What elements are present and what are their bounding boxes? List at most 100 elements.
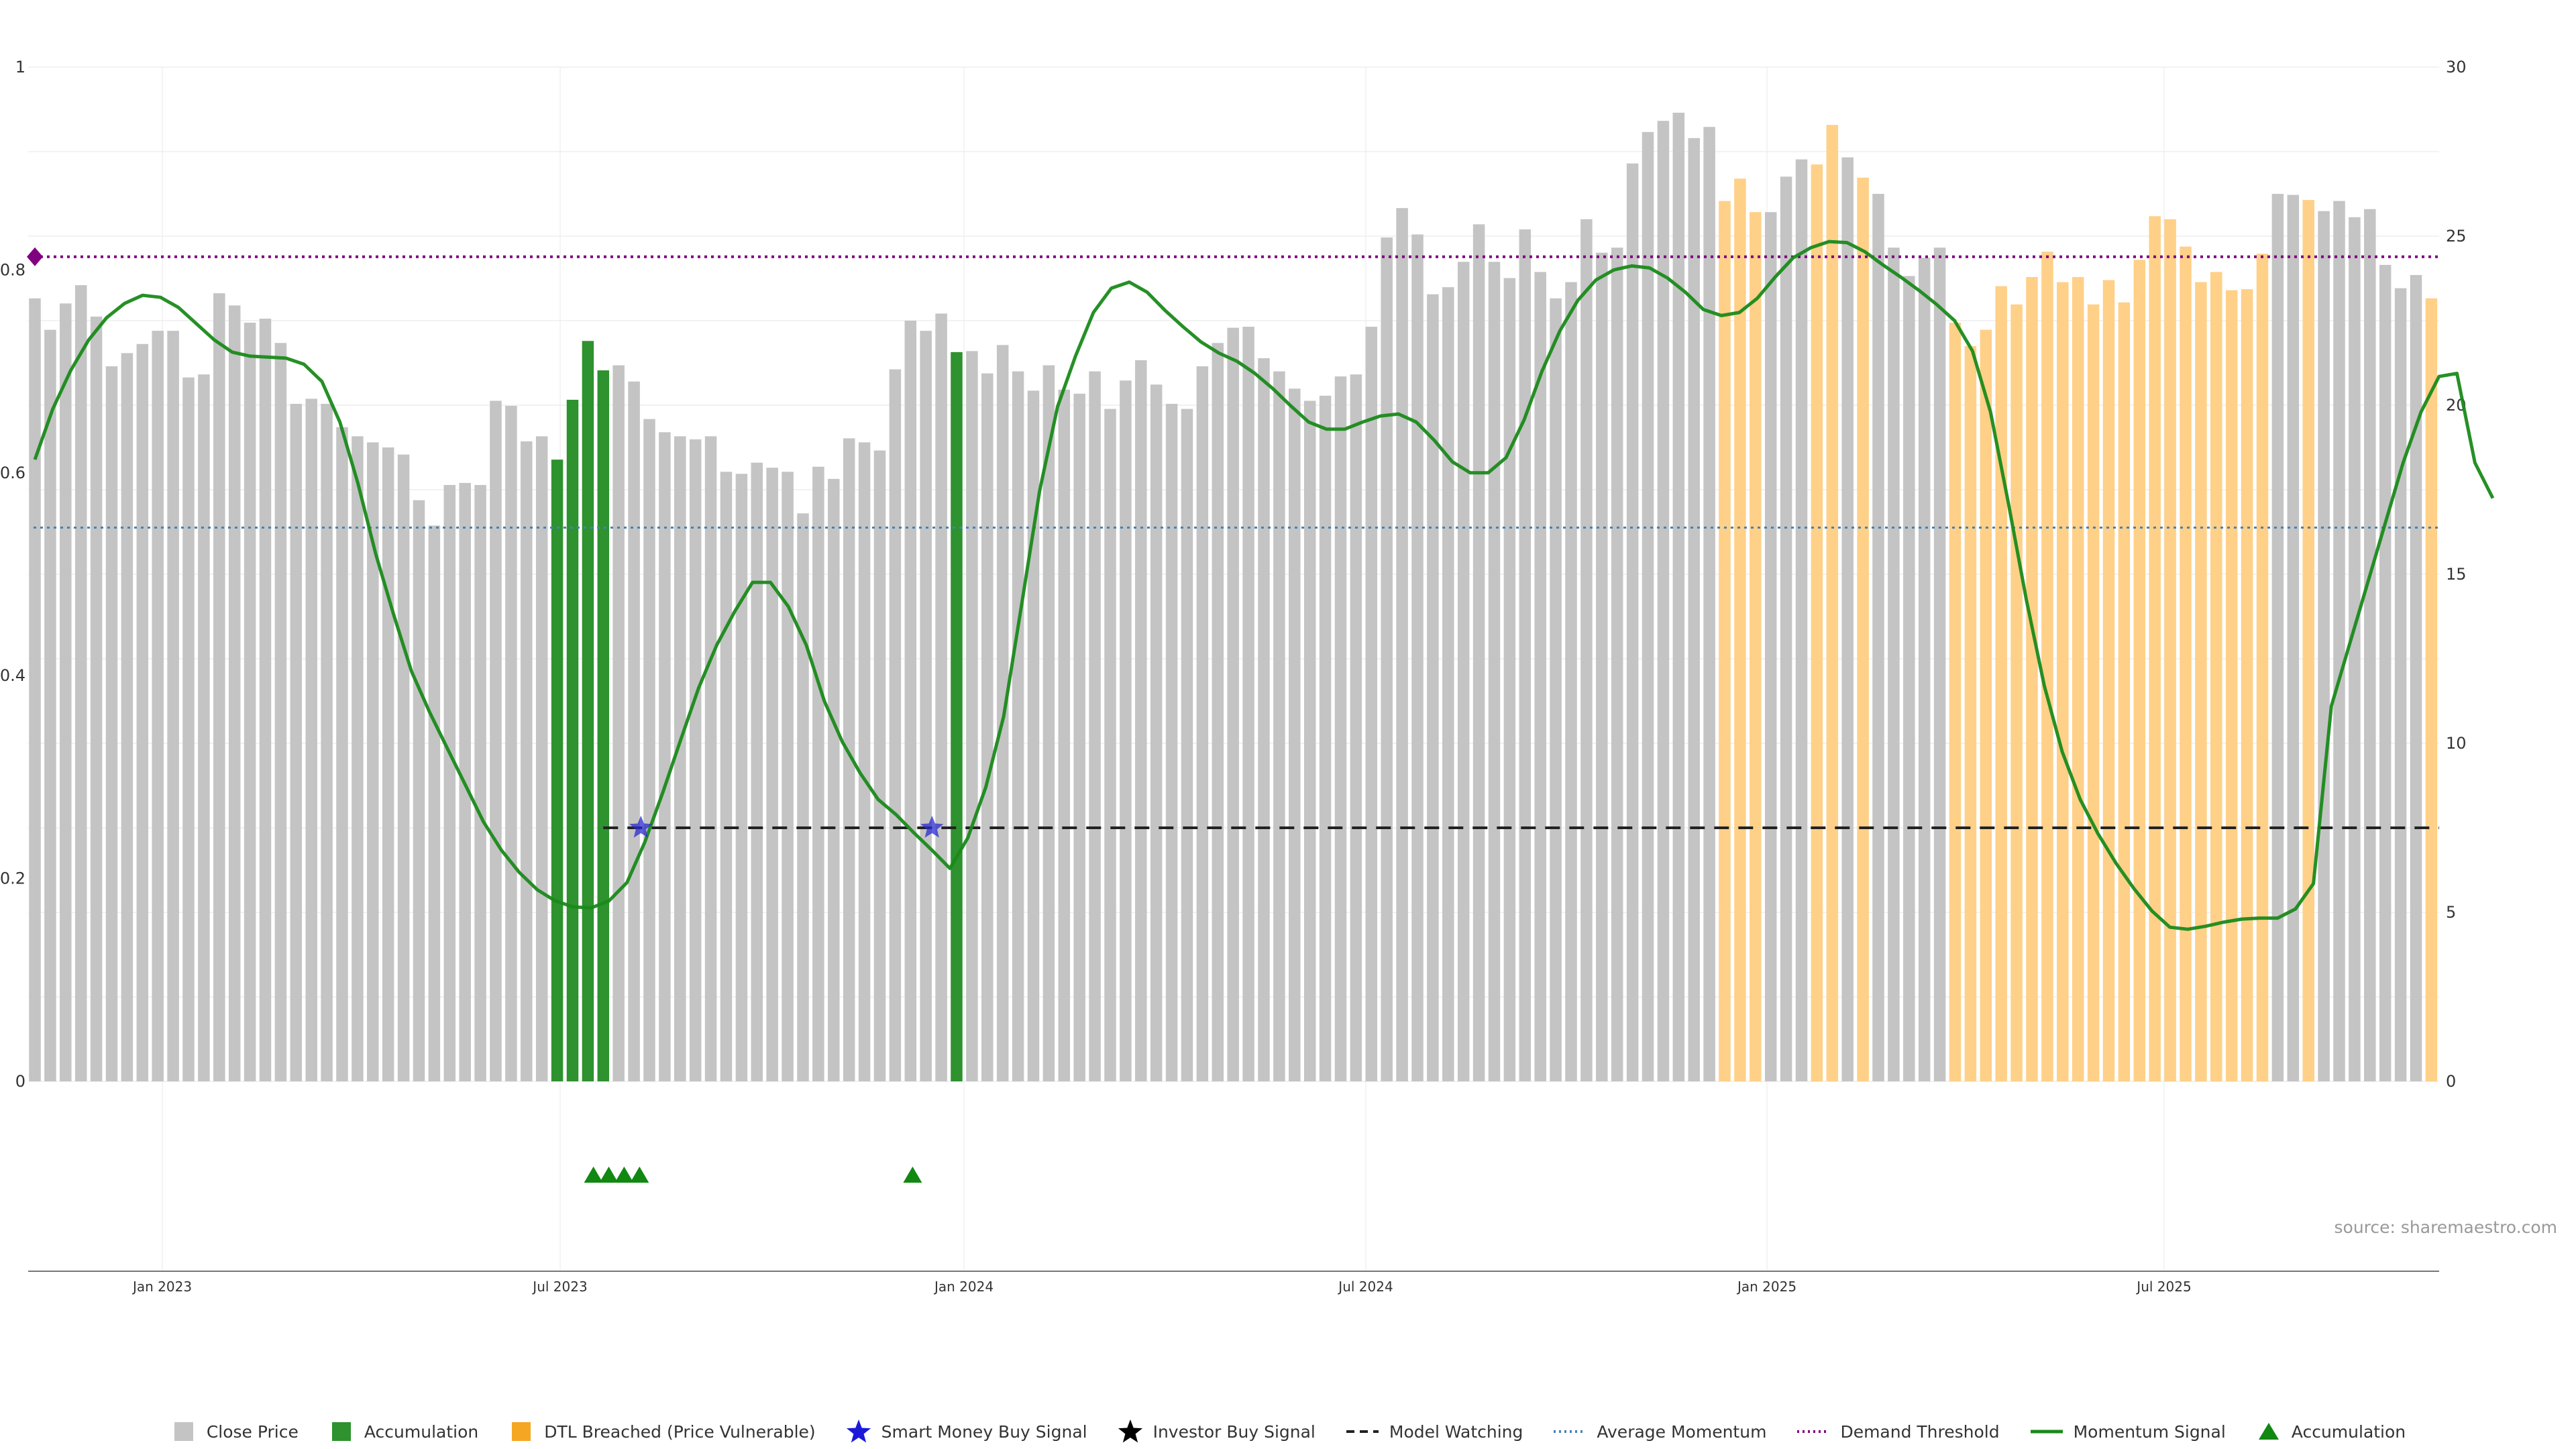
dtl-breached-bar <box>2425 298 2438 1082</box>
close-price-bar <box>1780 176 1792 1081</box>
close-price-bar <box>105 366 118 1081</box>
close-price-bar <box>628 381 640 1081</box>
close-price-bars <box>29 113 2438 1082</box>
chart-legend: Close Price Accumulation DTL Breached (Pri… <box>0 1417 2576 1446</box>
close-price-bar <box>1580 219 1593 1081</box>
accumulation-triangle <box>630 1167 649 1183</box>
close-price-bar <box>674 436 686 1081</box>
close-price-bar <box>2333 201 2345 1082</box>
legend-label: Close Price <box>206 1421 299 1442</box>
legend-square <box>174 1422 193 1441</box>
close-price-bar <box>797 513 809 1081</box>
close-price-bar <box>1334 376 1347 1082</box>
close-price-bar <box>305 398 317 1081</box>
close-price-bar <box>1472 224 1485 1081</box>
left-tick-label: 1 <box>15 58 25 76</box>
accumulation-triangle <box>599 1167 619 1183</box>
dtl-breached-bar <box>2102 280 2115 1081</box>
close-price-bar <box>1165 403 1178 1081</box>
close-price-bar <box>1381 237 1393 1081</box>
legend-item: Momentum Signal <box>2029 1418 2226 1445</box>
close-price-bar <box>1089 371 1101 1081</box>
close-price-bar <box>29 298 41 1082</box>
close-price-bar <box>1319 395 1332 1081</box>
accumulation-bar <box>551 460 564 1081</box>
close-price-bar <box>1657 121 1670 1082</box>
legend-symbol <box>1346 1430 1379 1433</box>
close-price-bar <box>1350 374 1362 1081</box>
close-price-bar <box>1488 262 1501 1082</box>
right-tick-label: 25 <box>2446 227 2467 246</box>
close-price-bar <box>612 365 625 1081</box>
close-price-bar <box>1181 409 1193 1081</box>
close-price-bar <box>1012 371 1024 1081</box>
legend-triangle <box>2258 1423 2279 1440</box>
legend-item: Demand Threshold <box>1796 1418 2000 1445</box>
legend-label: Investor Buy Signal <box>1152 1421 1316 1442</box>
close-price-bar <box>2364 209 2376 1082</box>
close-price-bar <box>1104 409 1116 1081</box>
dtl-breached-bar <box>1980 329 1992 1081</box>
dtl-breached-bar <box>2057 282 2069 1082</box>
right-tick-label: 5 <box>2446 903 2456 922</box>
left-y-axis: 0 0.2 0.4 0.6 0.8 1 <box>0 58 25 1091</box>
legend-item: Accumulation <box>2255 1418 2406 1445</box>
accumulation-triangle <box>903 1167 922 1183</box>
close-price-bar <box>1227 327 1239 1082</box>
close-price-bar <box>397 454 410 1081</box>
close-price-bar <box>2379 264 2392 1082</box>
legend-symbol <box>2258 1423 2279 1440</box>
legend-square <box>331 1422 351 1441</box>
close-price-bar <box>244 323 256 1082</box>
close-price-bar <box>382 447 394 1081</box>
close-price-bar <box>1933 248 1946 1081</box>
close-price-bar <box>843 438 855 1081</box>
accumulation-bar <box>597 370 610 1081</box>
dtl-breached-bar <box>2225 290 2238 1081</box>
legend-symbol <box>1554 1430 1587 1433</box>
x-tick-label: Jul 2024 <box>1337 1279 1393 1295</box>
close-price-bar <box>535 436 548 1081</box>
close-price-bar <box>74 285 87 1082</box>
close-price-bar <box>274 343 287 1081</box>
legend-item: Smart Money Buy Signal <box>845 1418 1087 1445</box>
legend-symbol <box>512 1422 531 1441</box>
dtl-breached-bar <box>2133 260 2146 1081</box>
close-price-bar <box>2349 217 2361 1081</box>
dtl-breached-bar <box>2041 252 2053 1082</box>
close-price-bar <box>90 316 103 1081</box>
demand-threshold-marker <box>27 247 43 266</box>
close-price-bar <box>443 484 456 1081</box>
close-price-bar <box>1872 194 1884 1081</box>
close-price-bar <box>782 472 794 1081</box>
close-price-bar <box>1503 278 1516 1082</box>
close-price-bar <box>1289 388 1301 1082</box>
close-price-bar <box>643 419 655 1081</box>
close-price-bar <box>60 303 72 1081</box>
dtl-breached-bar <box>2010 304 2023 1082</box>
close-price-bar <box>1258 358 1270 1081</box>
legend-label: Smart Money Buy Signal <box>881 1421 1087 1442</box>
legend-label: Average Momentum <box>1597 1421 1767 1442</box>
close-price-bar <box>1672 113 1685 1081</box>
x-tick-label: Jan 2023 <box>131 1279 192 1295</box>
dtl-breached-bar <box>2149 216 2161 1081</box>
close-price-bar <box>505 406 517 1081</box>
legend-symbol <box>331 1422 351 1441</box>
accumulation-bar <box>951 352 963 1081</box>
close-price-bar <box>1550 298 1562 1082</box>
right-tick-label: 10 <box>2446 734 2467 753</box>
dtl-breached-bar <box>1750 212 1762 1081</box>
close-price-bar <box>1888 248 1900 1081</box>
close-price-bar <box>935 313 947 1081</box>
close-price-bar <box>152 331 164 1081</box>
close-price-bar <box>1534 272 1546 1081</box>
accumulation-triangle <box>614 1167 634 1183</box>
close-price-bar <box>1212 343 1224 1081</box>
dtl-breached-bar <box>1734 178 1746 1081</box>
close-price-bar <box>1795 159 1808 1081</box>
dtl-breached-bar <box>2256 254 2269 1081</box>
smart-money-buy-star <box>920 816 944 838</box>
close-price-bar <box>889 369 902 1082</box>
